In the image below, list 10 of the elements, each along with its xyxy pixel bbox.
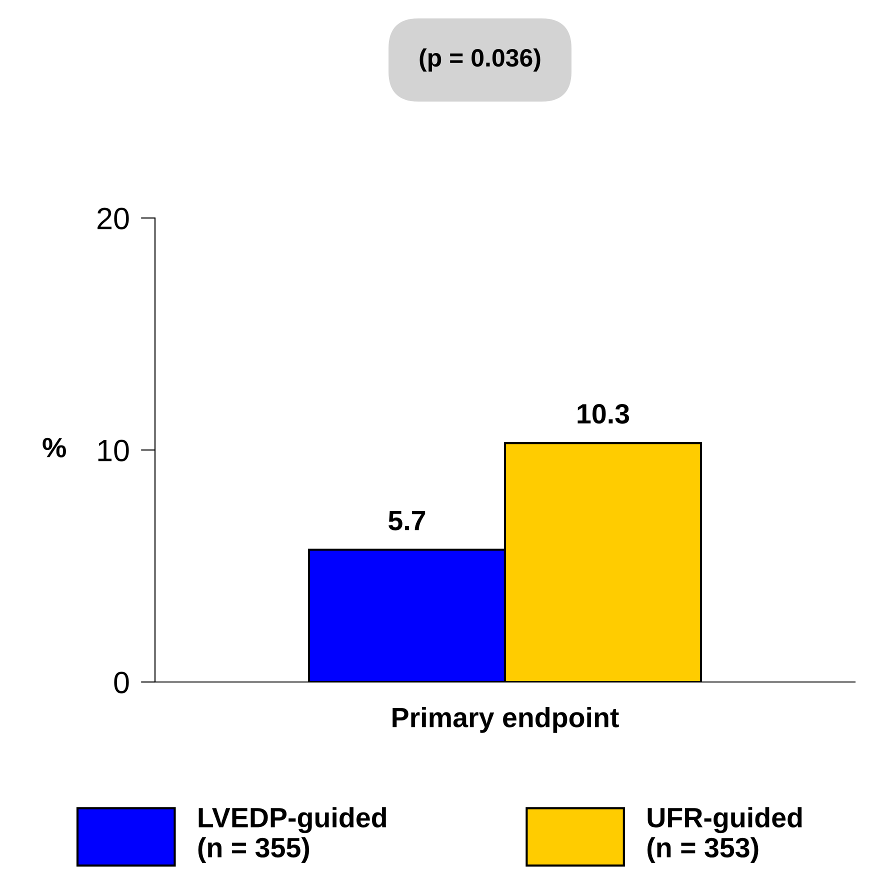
y-tick-label: 20	[98, 208, 129, 230]
text: (p = 0.036)	[420, 48, 540, 72]
x-tick-label: Primary endpoint	[392, 707, 619, 733]
y-tick-label: 10	[98, 440, 129, 462]
legend-label: LVEDP-guided (n = 355)	[198, 807, 386, 864]
y-axis-title: %	[42, 438, 66, 458]
data-label: 5.7	[388, 510, 426, 530]
data-label: 10.3	[578, 404, 630, 424]
legend-label: UFR-guided (n = 353)	[648, 807, 802, 864]
y-tick-label: 0	[114, 672, 129, 694]
